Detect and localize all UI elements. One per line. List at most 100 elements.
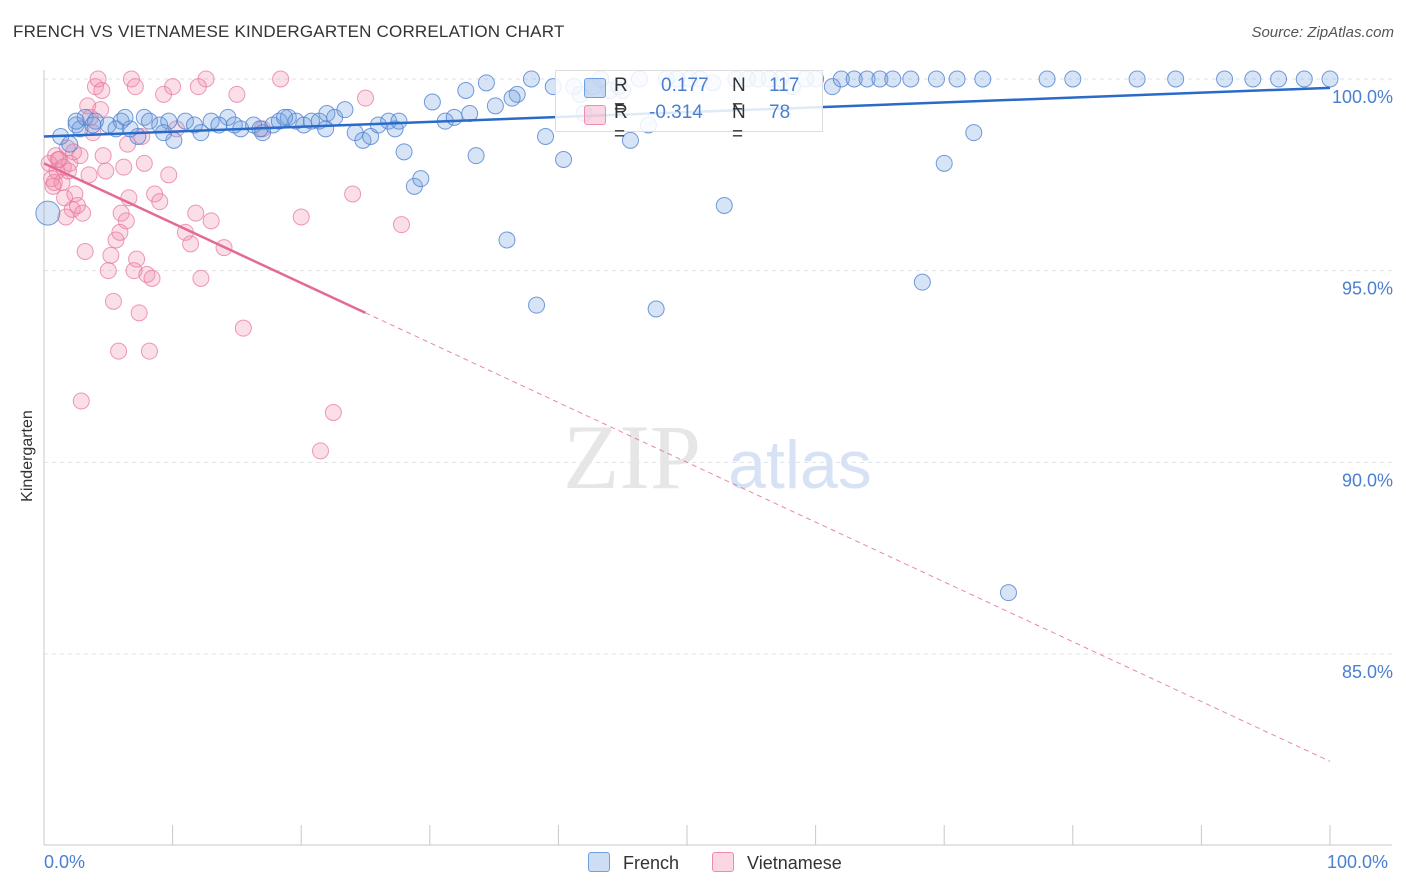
french-point: [423, 93, 441, 111]
french-point: [647, 300, 665, 318]
french-point: [503, 89, 521, 107]
vietnamese-trend-extension: [365, 312, 1331, 762]
axes: [43, 70, 1392, 846]
y-tick-label-100: 100.0%: [1332, 87, 1393, 107]
french-point: [935, 154, 953, 172]
vietnamese-point: [111, 223, 129, 241]
y-tick-label-85: 85.0%: [1342, 662, 1393, 682]
vietnamese-point: [324, 404, 342, 421]
vietnamese-point: [393, 216, 411, 234]
french-point: [457, 82, 475, 99]
x-tick-label-min: 0.0%: [44, 852, 86, 872]
vietnamese-point: [130, 304, 148, 322]
vietnamese-point: [122, 70, 140, 88]
french-point: [467, 147, 485, 165]
vietnamese-point: [80, 166, 98, 184]
french-point: [948, 70, 966, 88]
bottom-legend-vietnamese: Vietnamese: [712, 852, 842, 874]
bottom-vietnamese-swatch: [712, 852, 734, 872]
french-point: [318, 105, 336, 122]
vietnamese-point: [99, 262, 117, 280]
french-r-label: R =: [614, 75, 628, 118]
watermark-zip: ZIP: [563, 406, 701, 508]
bottom-french-label: French: [623, 853, 680, 873]
vietnamese-point: [104, 292, 122, 310]
french-swatch: [584, 78, 606, 98]
vietnamese-point: [160, 166, 178, 184]
vietnamese-point: [228, 85, 246, 103]
french-point: [336, 101, 354, 119]
french-point: [1244, 70, 1262, 88]
french-point: [974, 70, 992, 88]
vietnamese-point: [202, 212, 220, 230]
french-point: [35, 200, 61, 226]
french-point: [390, 112, 408, 130]
vietnamese-point: [192, 269, 210, 287]
french-point: [386, 120, 404, 138]
french-point: [129, 128, 147, 145]
vietnamese-point: [115, 158, 133, 176]
vietnamese-point: [74, 204, 92, 222]
french-point: [902, 70, 920, 88]
vietnamese-point: [97, 162, 115, 180]
french-point: [1295, 70, 1313, 88]
vietnamese-point: [102, 246, 120, 264]
watermark-atlas: atlas: [728, 427, 872, 503]
vietnamese-point: [189, 78, 207, 96]
french-point: [275, 108, 293, 126]
french-points: [35, 70, 1339, 602]
french-point: [832, 70, 850, 88]
vietnamese-point: [272, 70, 290, 88]
vietnamese-point: [292, 208, 310, 226]
y-tick-label-95: 95.0%: [1342, 279, 1393, 299]
vietnamese-point: [76, 243, 94, 260]
vietnamese-point: [110, 342, 128, 360]
french-point: [1321, 70, 1339, 88]
y-tick-label-90: 90.0%: [1342, 470, 1393, 490]
y-tick-labels: 85.0% 90.0% 95.0% 100.0%: [1332, 87, 1393, 682]
vietnamese-point: [234, 319, 252, 337]
vietnamese-r-value: -0.314: [649, 102, 703, 123]
french-point: [927, 70, 945, 88]
vietnamese-point: [93, 82, 111, 99]
french-point: [395, 143, 413, 161]
french-point: [1038, 70, 1056, 88]
vietnamese-point: [140, 342, 158, 360]
french-point: [84, 116, 102, 134]
french-point: [354, 131, 372, 149]
vietnamese-point: [126, 78, 144, 96]
french-point: [555, 151, 573, 168]
french-point: [1167, 70, 1185, 88]
vietnamese-n-value: 78: [769, 102, 791, 123]
vietnamese-point: [45, 174, 63, 191]
french-point: [715, 197, 733, 214]
french-n-label: N =: [732, 75, 746, 118]
chart-title: FRENCH VS VIETNAMESE KINDERGARTEN CORREL…: [13, 22, 565, 41]
bottom-vietnamese-label: Vietnamese: [747, 853, 842, 873]
vietnamese-swatch: [584, 105, 606, 125]
vietnamese-n-label: N =: [732, 102, 746, 145]
french-point: [445, 108, 463, 126]
french-point: [486, 97, 504, 115]
french-point: [1064, 70, 1082, 88]
french-point: [965, 124, 983, 142]
french-r-value: 0.177: [661, 75, 709, 96]
vietnamese-point: [65, 143, 83, 161]
french-point: [116, 108, 134, 126]
vietnamese-point: [143, 269, 161, 287]
vietnamese-point: [107, 231, 125, 249]
french-point: [871, 70, 889, 88]
bottom-french-swatch: [588, 852, 610, 872]
french-n-value: 117: [769, 75, 800, 96]
french-point: [279, 108, 297, 126]
french-point: [176, 112, 194, 130]
french-point: [1216, 70, 1234, 88]
vietnamese-point: [135, 154, 153, 172]
gridlines: [44, 78, 1392, 655]
french-point: [140, 112, 158, 130]
vietnamese-point: [128, 250, 146, 268]
vietnamese-point: [72, 392, 90, 410]
french-point: [621, 131, 639, 149]
french-point: [537, 128, 555, 145]
